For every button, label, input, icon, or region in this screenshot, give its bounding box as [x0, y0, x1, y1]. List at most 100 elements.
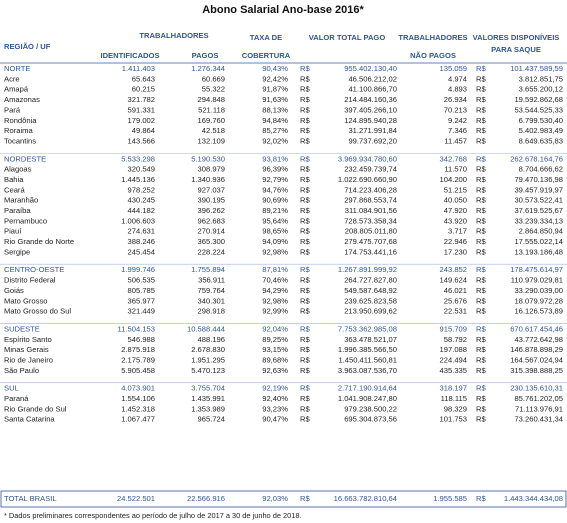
cell: 214.484.160,36 — [344, 95, 397, 104]
cell: R$ — [300, 355, 310, 364]
cell: 22.531 — [444, 307, 467, 316]
cell: R$ — [300, 384, 310, 393]
cell: 92,40% — [262, 394, 288, 403]
cell: R$ — [300, 237, 310, 246]
cell: Sergipe — [4, 247, 30, 256]
cell: 37.619.525,67 — [514, 206, 563, 215]
cell: 1.755.894 — [191, 265, 225, 274]
cell: 5.470.123 — [191, 366, 225, 375]
cell: 58.792 — [444, 335, 467, 344]
cell: 356.911 — [198, 276, 225, 285]
cell: 8.649.635,83 — [519, 136, 563, 145]
cell: 70.213 — [444, 105, 467, 114]
cell: Rio Grande do Sul — [4, 404, 67, 413]
cell: 228.224 — [198, 247, 225, 256]
cell: R$ — [476, 404, 486, 413]
cell: R$ — [476, 105, 486, 114]
cell: R$ — [476, 74, 486, 83]
cell: 3.812.851,75 — [519, 74, 563, 83]
cell: 430.245 — [128, 196, 155, 205]
cell: 1.041.908.247,80 — [338, 394, 397, 403]
cell: R$ — [300, 296, 310, 305]
cell: TOTAL BRASIL — [4, 494, 57, 503]
cell: 435.335 — [440, 366, 467, 375]
cell: R$ — [300, 85, 310, 94]
cell: R$ — [300, 345, 310, 354]
cell: 2.175.789 — [121, 355, 155, 364]
cell: Rondônia — [4, 116, 37, 125]
cell: R$ — [300, 175, 310, 184]
cell: 3.755.704 — [191, 384, 225, 393]
cell: 279.475.707,68 — [344, 237, 397, 246]
cell: 298.918 — [198, 307, 225, 316]
cell: 118.115 — [441, 394, 467, 403]
header: PARA SAQUE — [491, 45, 541, 54]
header: IDENTIFICADOS — [100, 51, 159, 60]
cell: 1.435.991 — [191, 394, 225, 403]
cell: SUL — [4, 384, 19, 393]
cell: 444.182 — [128, 206, 155, 215]
cell: 728.573.358,34 — [344, 216, 397, 225]
cell: 92,98% — [262, 296, 288, 305]
title: Abono Salarial Ano-base 2016* — [202, 4, 364, 16]
cell: 96,39% — [262, 165, 288, 174]
cell: NORTE — [4, 64, 30, 73]
cell: 92,99% — [262, 307, 288, 316]
total-box — [0, 490, 567, 508]
cell: São Paulo — [4, 366, 39, 375]
cell: 55.322 — [202, 85, 225, 94]
cell: 40.050 — [444, 196, 467, 205]
cell: R$ — [476, 116, 486, 125]
cell: 955.402.130,40 — [344, 64, 397, 73]
cell: 33.239.334,13 — [514, 216, 563, 225]
cell: 695.304.873,56 — [344, 415, 397, 424]
cell: R$ — [476, 136, 486, 145]
cell: R$ — [300, 105, 310, 114]
cell: R$ — [476, 247, 486, 256]
cell: 149.624 — [440, 276, 467, 285]
cell: 42.518 — [202, 126, 225, 135]
cell: 46.021 — [444, 286, 467, 295]
cell: 1.445.136 — [121, 175, 155, 184]
cell: R$ — [300, 216, 310, 225]
cell: 239.625.823,58 — [344, 296, 397, 305]
cell: R$ — [476, 335, 486, 344]
header: TRABALHADORES — [398, 33, 467, 42]
cell: 2.717.190.914,64 — [338, 384, 397, 393]
cell: R$ — [476, 64, 486, 73]
cell: 3.963.087.536,70 — [338, 366, 397, 375]
cell: 224.494 — [440, 355, 467, 364]
cell: 17.230 — [444, 247, 467, 256]
cell: 178.475.614,97 — [510, 265, 563, 274]
cell: Santa Catarina — [4, 415, 55, 424]
cell: 1.996.385.566,50 — [338, 345, 397, 354]
cell: 70,46% — [262, 276, 288, 285]
cell: 85.761.202,05 — [514, 394, 563, 403]
cell: 1.276.344 — [191, 64, 225, 73]
cell: 232.459.739,74 — [344, 165, 397, 174]
cell: 94,76% — [262, 185, 288, 194]
header: VALOR TOTAL PAGO — [309, 33, 386, 42]
cell: NORDESTE — [4, 154, 46, 163]
cell: 95,64% — [262, 216, 288, 225]
cell: 18.079.972,28 — [514, 296, 563, 305]
cell: Bahia — [4, 175, 24, 184]
cell: 1.450.411.560,81 — [338, 355, 397, 364]
header: PAGOS — [192, 51, 219, 60]
cell: 90,43% — [262, 64, 288, 73]
cell: 110.979.029,81 — [511, 276, 563, 285]
cell: 92,79% — [262, 175, 288, 184]
cell: 101.437.589,59 — [510, 64, 563, 73]
cell: 397.405.266,10 — [344, 105, 397, 114]
cell: R$ — [476, 227, 486, 236]
cell: 230.135.610,31 — [510, 384, 563, 393]
cell: 979.238.500,22 — [344, 404, 397, 413]
cell: 965.724 — [198, 415, 225, 424]
cell: 321.782 — [128, 95, 155, 104]
cell: 33.290.039,00 — [514, 286, 563, 295]
cell: R$ — [300, 404, 310, 413]
cell: Paraná — [4, 394, 29, 403]
cell: 342.768 — [440, 154, 467, 163]
cell: R$ — [300, 415, 310, 424]
cell: 19.592.862,68 — [514, 95, 563, 104]
